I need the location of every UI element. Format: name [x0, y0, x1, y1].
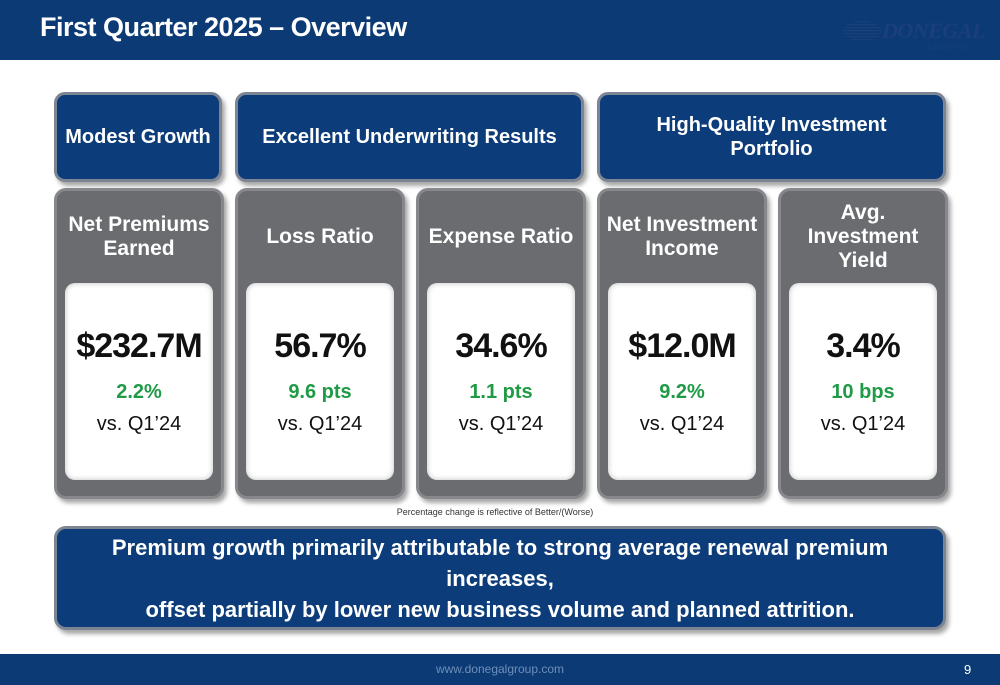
metric-title: Net Premiums Earned — [57, 191, 221, 283]
metric-title-line: Net Premiums — [68, 213, 210, 236]
metric-body: $12.0M 9.2% vs. Q1’24 — [608, 283, 756, 480]
footer-url[interactable]: www.donegalgroup.com — [435, 662, 565, 676]
logo-subtitle: GROUP INC. — [928, 43, 973, 52]
donegal-logo: DONEGAL GROUP INC. — [842, 18, 985, 54]
metric-card-loss-ratio: Loss Ratio 56.7% 9.6 pts vs. Q1’24 — [235, 188, 405, 499]
category-label-line: Portfolio — [730, 138, 813, 160]
metric-card-avg-investment-yield: Avg. Investment Yield 3.4% 10 bps vs. Q1… — [778, 188, 948, 499]
page-number: 9 — [964, 662, 972, 677]
category-label: Modest Growth — [65, 126, 211, 148]
metric-comparison: vs. Q1’24 — [458, 413, 544, 435]
metric-card-net-premiums-earned: Net Premiums Earned $232.7M 2.2% vs. Q1’… — [54, 188, 224, 499]
page-title: First Quarter 2025 – Overview — [40, 12, 407, 42]
metric-change: 9.6 pts — [288, 381, 352, 403]
header-bar: First Quarter 2025 – Overview DONEGAL GR… — [0, 0, 1000, 60]
summary-line: Premium growth primarily attributable to… — [111, 534, 889, 591]
metric-title-line: Income — [645, 237, 719, 260]
summary-line: offset partially by lower new business v… — [145, 596, 855, 622]
footer-bar: www.donegalgroup.com 9 — [0, 654, 1000, 685]
metric-title-line: Yield — [838, 249, 888, 272]
summary-box: Premium growth primarily attributable to… — [54, 526, 946, 630]
metric-title-line: Investment — [807, 225, 919, 248]
category-modest-growth: Modest Growth — [54, 92, 222, 182]
metric-value: 3.4% — [826, 327, 901, 365]
metric-value: 56.7% — [274, 327, 366, 365]
metric-title-line: Net Investment — [606, 213, 758, 236]
metric-title-line: Earned — [103, 237, 175, 260]
category-label-line: High-Quality Investment — [656, 114, 887, 136]
metric-title-line: Loss Ratio — [266, 225, 374, 248]
metric-title: Avg. Investment Yield — [781, 191, 945, 283]
metric-comparison: vs. Q1’24 — [277, 413, 363, 435]
metric-change: 1.1 pts — [469, 381, 533, 403]
category-excellent-underwriting: Excellent Underwriting Results — [235, 92, 584, 182]
metric-body: $232.7M 2.2% vs. Q1’24 — [65, 283, 213, 480]
metric-value: 34.6% — [455, 327, 547, 365]
metric-value: $12.0M — [628, 327, 736, 365]
metric-title: Expense Ratio — [419, 191, 583, 283]
metric-value: $232.7M — [76, 327, 202, 365]
metric-title: Net Investment Income — [600, 191, 764, 283]
metric-body: 3.4% 10 bps vs. Q1’24 — [789, 283, 937, 480]
metric-change: 2.2% — [116, 381, 162, 403]
metric-change: 10 bps — [831, 381, 895, 403]
metric-comparison: vs. Q1’24 — [96, 413, 182, 435]
category-investment-portfolio: High-Quality Investment Portfolio — [597, 92, 946, 182]
metric-body: 56.7% 9.6 pts vs. Q1’24 — [246, 283, 394, 480]
metric-title: Loss Ratio — [238, 191, 402, 283]
striped-globe-icon — [843, 21, 881, 41]
metric-card-net-investment-income: Net Investment Income $12.0M 9.2% vs. Q1… — [597, 188, 767, 499]
metric-comparison: vs. Q1’24 — [820, 413, 906, 435]
metric-change: 9.2% — [659, 381, 705, 403]
metric-title-line: Avg. — [840, 201, 886, 224]
metric-body: 34.6% 1.1 pts vs. Q1’24 — [427, 283, 575, 480]
metric-comparison: vs. Q1’24 — [639, 413, 725, 435]
footnote: Percentage change is reflective of Bette… — [396, 507, 594, 517]
logo-name: DONEGAL — [882, 18, 985, 43]
metric-title-line: Expense Ratio — [428, 225, 574, 248]
category-label: Excellent Underwriting Results — [262, 126, 557, 148]
metric-card-expense-ratio: Expense Ratio 34.6% 1.1 pts vs. Q1’24 — [416, 188, 586, 499]
